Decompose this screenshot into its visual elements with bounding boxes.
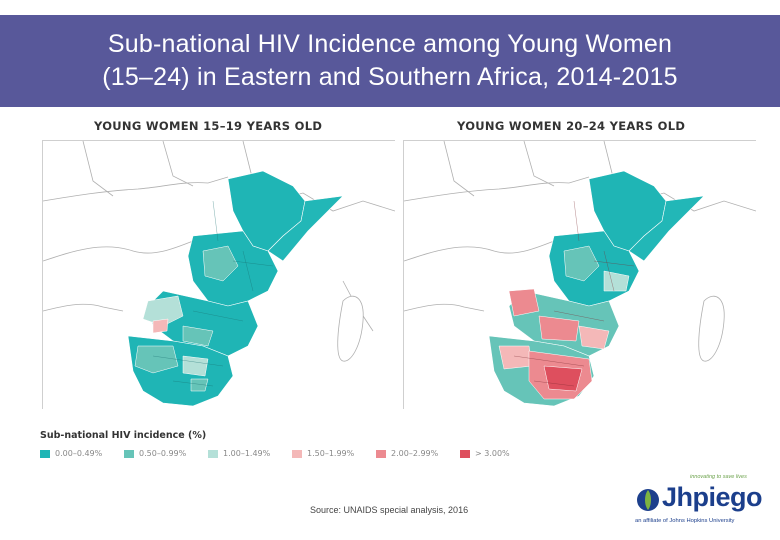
legend-swatch [376, 449, 386, 458]
legend-title: Sub-national HIV incidence (%) [40, 430, 207, 441]
jhpiego-logo: innovating to save lives Jhpiego an affi… [632, 474, 772, 530]
map-20-24 [403, 140, 756, 409]
title-bar: Sub-national HIV Incidence among Young W… [0, 15, 780, 107]
logo-affiliate: an affiliate of Johns Hopkins University [635, 518, 735, 524]
title-line-2: (15–24) in Eastern and Southern Africa, … [102, 63, 678, 91]
logo-wordmark: Jhpiego [662, 482, 763, 512]
title-line-1: Sub-national HIV Incidence among Young W… [107, 30, 673, 58]
legend-label: 0.00–0.49% [55, 449, 103, 458]
map-15-19 [42, 140, 395, 409]
legend-label: 1.00–1.49% [223, 449, 271, 458]
legend-swatch [208, 449, 218, 458]
legend-item: > 3.00% [460, 449, 544, 458]
legend-swatch [292, 449, 302, 458]
legend-swatch [124, 449, 134, 458]
source-note: Source: UNAIDS special analysis, 2016 [310, 505, 469, 515]
legend-item: 0.50–0.99% [124, 449, 208, 458]
logo-tagline: innovating to save lives [690, 474, 747, 480]
legend-item: 1.00–1.49% [208, 449, 292, 458]
legend: 0.00–0.49% 0.50–0.99% 1.00–1.49% 1.50–1.… [40, 449, 544, 458]
legend-item: 0.00–0.49% [40, 449, 124, 458]
legend-label: 0.50–0.99% [139, 449, 187, 458]
legend-item: 2.00–2.99% [376, 449, 460, 458]
legend-item: 1.50–1.99% [292, 449, 376, 458]
legend-label: > 3.00% [475, 449, 510, 458]
legend-label: 1.50–1.99% [307, 449, 355, 458]
legend-swatch [460, 449, 470, 458]
legend-label: 2.00–2.99% [391, 449, 439, 458]
map-label-20-24: YOUNG WOMEN 20–24 YEARS OLD [457, 119, 686, 133]
legend-swatch [40, 449, 50, 458]
map-label-15-19: YOUNG WOMEN 15–19 YEARS OLD [94, 119, 323, 133]
jhpiego-mark-icon [637, 489, 659, 511]
